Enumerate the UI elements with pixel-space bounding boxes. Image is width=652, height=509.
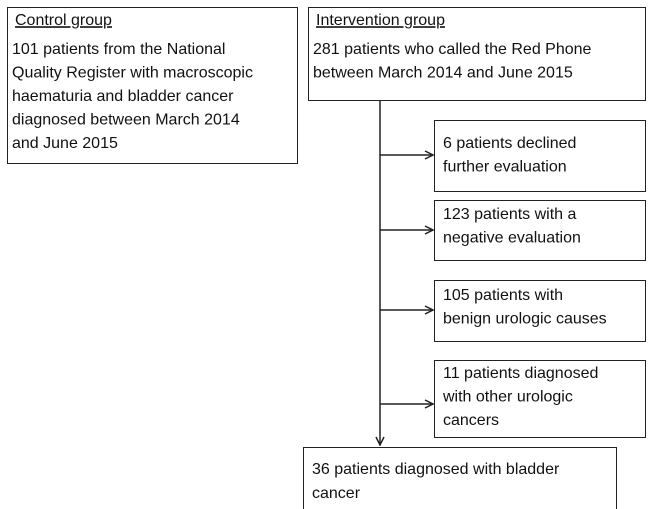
box-text: 6 patients declined [443, 135, 576, 152]
outcome-box [434, 200, 646, 261]
box-text: benign urologic causes [443, 311, 607, 328]
intervention-box [308, 7, 646, 101]
box-text: 281 patients who called the Red Phone [313, 41, 592, 58]
box-heading: Control group [15, 12, 112, 29]
box-text: 105 patients with [443, 287, 563, 304]
box-heading: Intervention group [316, 12, 445, 29]
outcome-box [434, 280, 646, 342]
box-text: between March 2014 and June 2015 [313, 65, 573, 82]
box-text: further evaluation [443, 159, 567, 176]
box-text: and June 2015 [12, 135, 118, 152]
box-text: cancer [312, 485, 361, 502]
box-text: Quality Register with macroscopic [12, 65, 253, 82]
outcome-box [434, 360, 646, 438]
box-text: with other urologic [442, 389, 573, 406]
box-text: 36 patients diagnosed with bladder [312, 461, 560, 478]
box-text: haematuria and bladder cancer [12, 88, 234, 105]
final-box [303, 447, 617, 509]
box-text: diagnosed between March 2014 [12, 112, 240, 129]
outcome-box [434, 120, 646, 192]
box-text: 123 patients with a [443, 206, 577, 223]
box-text: 101 patients from the National [12, 41, 225, 58]
box-text: negative evaluation [443, 230, 581, 247]
box-text: cancers [443, 412, 499, 429]
box-text: 11 patients diagnosed [443, 365, 598, 382]
control-box [7, 7, 298, 164]
